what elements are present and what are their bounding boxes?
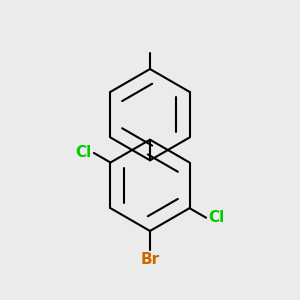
Text: Cl: Cl <box>75 146 92 160</box>
Text: Br: Br <box>140 253 160 268</box>
Text: Cl: Cl <box>208 210 225 225</box>
